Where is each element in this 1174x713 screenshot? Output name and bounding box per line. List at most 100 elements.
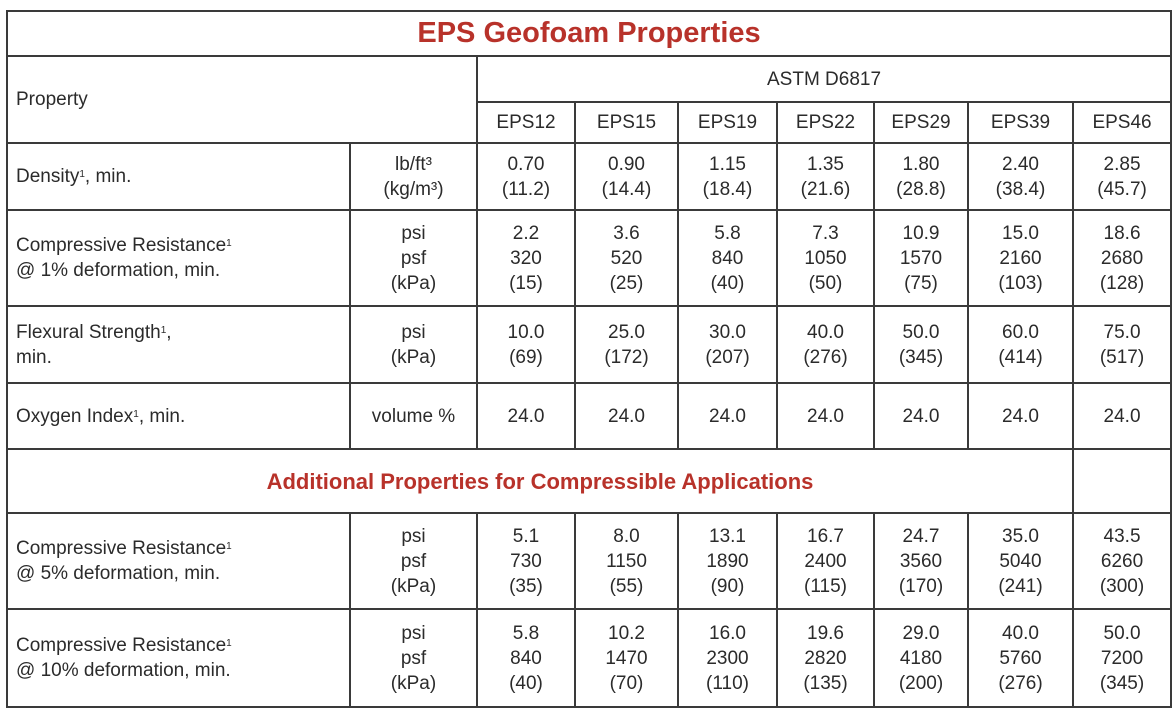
property-suffix: , min.: [84, 166, 132, 187]
cell-value: 30.0: [709, 321, 746, 343]
property-name: Flexural Strength: [16, 321, 161, 343]
cell-value: (128): [1099, 272, 1145, 294]
cell-value: 2300: [706, 647, 749, 669]
value-cell-eps22: 40.0 (276): [776, 305, 875, 384]
cell-value: (kPa): [390, 672, 437, 694]
cell-value: 7.3: [812, 222, 839, 244]
value-cell-eps12: 5.8 840 (40): [476, 608, 576, 708]
value-cell-eps22: 19.6 2820 (135): [776, 608, 875, 708]
cell-value: (28.8): [896, 178, 946, 200]
table-row: Compressive Resistance1 @ 10% deformation…: [6, 608, 1173, 708]
cell-value: 5760: [999, 647, 1042, 669]
value-cell-eps29: 24.7 3560 (170): [873, 512, 969, 610]
cell-value: 10.2: [608, 622, 645, 644]
grade-header: EPS19: [677, 101, 778, 144]
units-cell: psi psf (kPa): [349, 608, 478, 708]
cell-value: (38.4): [995, 178, 1046, 200]
cell-value: 840: [510, 647, 542, 669]
cell-value: 2.85: [1103, 153, 1141, 175]
cell-value: (414): [998, 346, 1043, 368]
value-cell-eps19: 13.1 1890 (90): [677, 512, 778, 610]
cell-value: 8.0: [613, 525, 640, 547]
cell-value: 2400: [804, 550, 847, 572]
empty-cell: [1071, 448, 1173, 514]
value-cell-eps29: 24.0: [873, 382, 969, 450]
cell-value: 4180: [899, 647, 943, 669]
property-label: Compressive Resistance1 @ 5% deformation,…: [6, 512, 351, 610]
property-qualifier: @ 10% deformation, min.: [16, 660, 231, 681]
value-cell-eps39: 60.0 (414): [967, 305, 1074, 384]
footnote-marker: 1: [226, 638, 232, 649]
cell-value: 50.0: [1103, 622, 1141, 644]
property-label: Flexural Strength1, min.: [6, 305, 351, 384]
cell-value: (103): [998, 272, 1043, 294]
value-cell-eps29: 29.0 4180 (200): [873, 608, 969, 708]
additional-section-title: Additional Properties for Compressible A…: [6, 448, 1074, 514]
value-cell-eps15: 0.90 (14.4): [574, 142, 679, 211]
cell-value: 24.0: [807, 405, 844, 427]
cell-value: psf: [400, 550, 427, 572]
value-cell-eps22: 24.0: [776, 382, 875, 450]
cell-value: 6260: [1100, 550, 1144, 572]
property-label: Density1, min.: [6, 142, 351, 211]
cell-value: psi: [401, 622, 426, 644]
cell-value: 3560: [899, 550, 943, 572]
cell-value: (kPa): [390, 346, 437, 368]
footnote-marker: 1: [79, 169, 85, 180]
property-suffix: ,: [166, 321, 172, 343]
value-cell-eps19: 1.15 (18.4): [677, 142, 778, 211]
cell-value: 24.0: [1002, 405, 1039, 427]
cell-value: (170): [898, 575, 944, 597]
table-row: Compressive Resistance1 @ 5% deformation,…: [6, 512, 1173, 610]
cell-value: 10.9: [902, 222, 940, 244]
cell-value: (345): [1099, 672, 1145, 694]
value-cell-eps39: 15.0 2160 (103): [967, 209, 1074, 307]
units-cell: psi (kPa): [349, 305, 478, 384]
cell-value: 520: [610, 247, 643, 269]
cell-value: psf: [400, 647, 427, 669]
cell-value: 3.6: [613, 222, 640, 244]
grade-header: EPS15: [574, 101, 679, 144]
cell-value: 24.0: [608, 405, 645, 427]
value-cell-eps46: 43.5 6260 (300): [1071, 512, 1173, 610]
table-row: Compressive Resistance1 @ 1% deformation,…: [6, 209, 1173, 307]
value-cell-eps46: 75.0 (517): [1071, 305, 1173, 384]
table-row: Oxygen Index1, min. volume % 24.0 24.0 24.0 2…: [6, 382, 1173, 450]
cell-value: (70): [609, 672, 644, 694]
cell-value: 19.6: [807, 622, 844, 644]
cell-value: (21.6): [800, 178, 851, 200]
cell-value: 24.0: [507, 405, 545, 427]
cell-value: 13.1: [709, 525, 746, 547]
cell-value: lb/ft³: [395, 153, 432, 175]
cell-value: (172): [604, 346, 649, 368]
standard-header: ASTM D6817: [475, 55, 1173, 103]
table-row: Flexural Strength1, min. psi (kPa) 10.0 (69) 2…: [6, 305, 1173, 384]
cell-value: (kPa): [390, 272, 437, 294]
cell-value: (517): [1099, 346, 1145, 368]
cell-value: 1470: [605, 647, 648, 669]
value-cell-eps46: 50.0 7200 (345): [1071, 608, 1173, 708]
cell-value: 840: [711, 247, 744, 269]
value-cell-eps19: 24.0: [677, 382, 778, 450]
grade-header: EPS46: [1071, 101, 1173, 144]
cell-value: (45.7): [1097, 178, 1147, 200]
value-cell-eps15: 8.0 1150 (55): [574, 512, 679, 610]
table-row: Density1, min. lb/ft³ (kg/m³) 0.70 (11.2) 0.9…: [6, 142, 1173, 211]
grade-header: EPS22: [776, 101, 875, 144]
cell-value: 1150: [606, 550, 647, 572]
grade-header: EPS29: [873, 101, 969, 144]
cell-value: 5.8: [512, 622, 540, 644]
cell-value: psi: [401, 222, 426, 244]
cell-value: (14.4): [601, 178, 652, 200]
value-cell-eps22: 16.7 2400 (115): [776, 512, 875, 610]
cell-value: (50): [808, 272, 843, 294]
cell-value: 60.0: [1002, 321, 1039, 343]
cell-value: (110): [706, 672, 749, 694]
cell-value: 40.0: [1002, 622, 1039, 644]
units-cell: volume %: [349, 382, 478, 450]
value-cell-eps19: 16.0 2300 (110): [677, 608, 778, 708]
cell-value: 24.0: [1103, 405, 1141, 427]
cell-value: (115): [804, 575, 847, 597]
cell-value: 1050: [804, 247, 847, 269]
grade-header: EPS12: [476, 101, 576, 144]
